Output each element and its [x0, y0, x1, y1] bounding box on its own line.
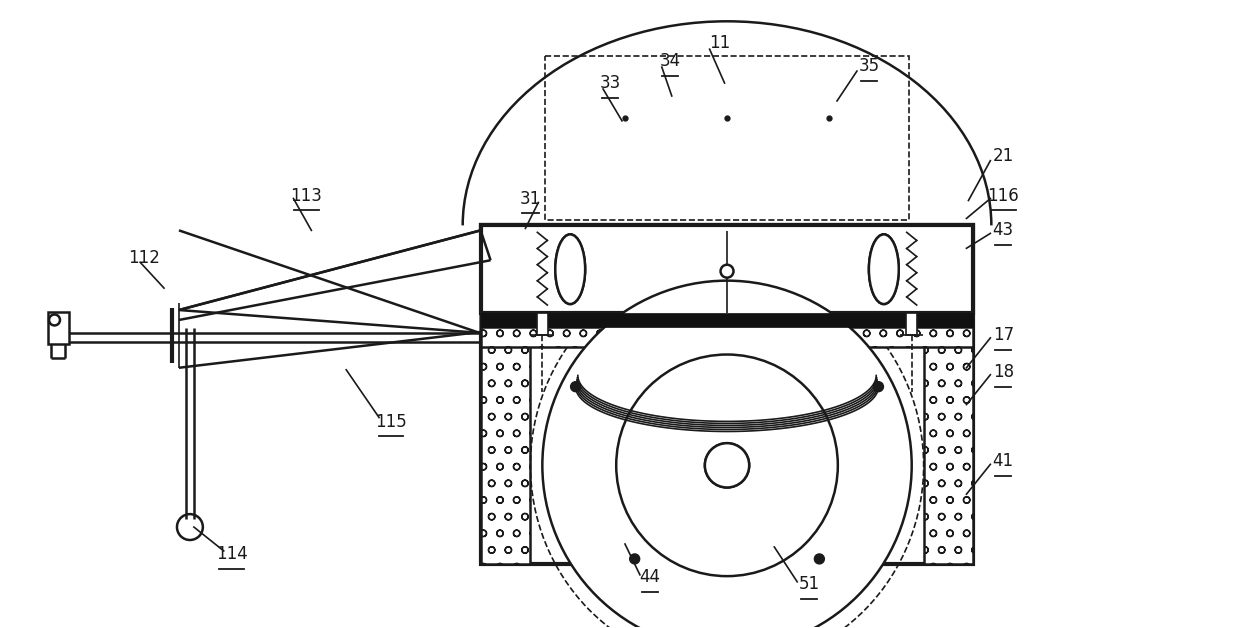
Text: 17: 17 [993, 326, 1014, 344]
Text: 18: 18 [993, 363, 1014, 381]
Text: 31: 31 [520, 190, 541, 207]
Text: 112: 112 [128, 249, 160, 268]
Ellipse shape [556, 234, 585, 304]
Ellipse shape [869, 234, 899, 304]
Circle shape [616, 355, 838, 576]
Text: 51: 51 [799, 575, 820, 593]
Text: 115: 115 [376, 413, 407, 431]
Text: 11: 11 [709, 34, 730, 52]
Bar [906, 313, 918, 335]
Text: 41: 41 [993, 452, 1014, 470]
Text: 33: 33 [599, 74, 621, 92]
Text: 113: 113 [290, 187, 322, 205]
Bar [924, 225, 973, 564]
Circle shape [570, 382, 580, 392]
Ellipse shape [869, 234, 899, 304]
Circle shape [873, 382, 883, 392]
Text: 43: 43 [993, 222, 1014, 239]
Bar [481, 327, 973, 347]
Bar [481, 225, 531, 564]
Text: 35: 35 [858, 57, 879, 75]
Text: 116: 116 [987, 187, 1019, 205]
Ellipse shape [704, 443, 749, 487]
Circle shape [542, 281, 911, 628]
Text: 44: 44 [640, 568, 661, 586]
Polygon shape [179, 230, 481, 333]
Bar [481, 313, 973, 327]
Bar [481, 225, 973, 313]
Text: 34: 34 [660, 52, 681, 70]
Bar [481, 225, 973, 564]
Ellipse shape [556, 234, 585, 304]
Circle shape [704, 443, 749, 487]
Bar [546, 56, 909, 220]
Bar [537, 313, 548, 335]
Text: 21: 21 [993, 147, 1014, 165]
Circle shape [630, 554, 640, 564]
Text: 114: 114 [216, 545, 248, 563]
Bar [47, 312, 69, 344]
Circle shape [815, 554, 825, 564]
